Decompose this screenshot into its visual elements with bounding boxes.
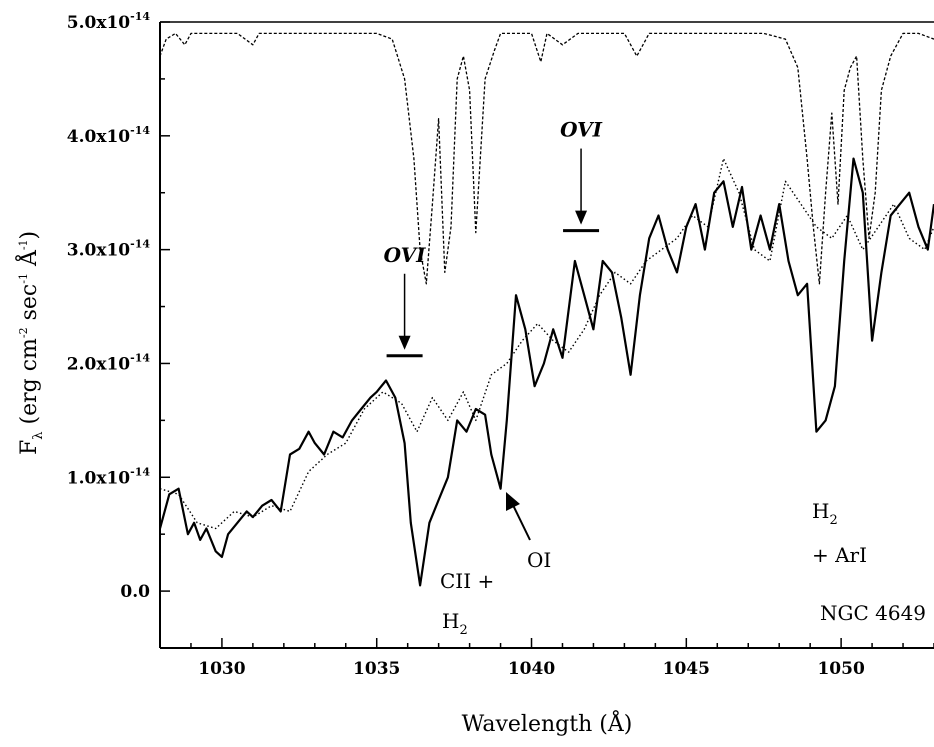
y-axis-title-close: ) (17, 231, 42, 240)
x-tick-label: 1035 (353, 659, 400, 679)
object-label: NGC 4649 (820, 601, 926, 625)
y-axis-title-units-b: sec (17, 284, 42, 328)
cii-label: CII + (440, 569, 494, 593)
series-line-solid (158, 157, 934, 587)
x-tick-label: 1030 (198, 659, 245, 679)
y-axis-title-f: F (17, 440, 42, 455)
y-tick-label: 3.0x10-14 (67, 238, 151, 261)
oi-arrow (511, 502, 531, 541)
h2-label-a: H2 (442, 609, 468, 638)
y-tick-label: 0.0 (120, 582, 150, 602)
y-axis-title-lambda: λ (31, 431, 46, 439)
y-tick-label: 5.0x10-14 (67, 10, 151, 33)
x-tick-label: 1050 (817, 659, 864, 679)
series-layer (158, 32, 934, 587)
x-tick-label: 1045 (663, 659, 710, 679)
y-axis-ticks: 0.0 1.0x10-14 2.0x10-14 3.0x10-14 4.0x10-14 5… (67, 10, 170, 602)
ovi-right-arrowhead (575, 210, 588, 225)
ovi-left-arrowhead (398, 335, 411, 350)
y-axis-title-sup3: -1 (17, 239, 30, 250)
y-axis-title-units-c: Å (14, 249, 42, 273)
y-axis-title-sup2: -1 (17, 273, 30, 284)
ovi-right-label: OVI (560, 118, 603, 142)
h2-label-b: H2 (812, 499, 838, 528)
x-axis-title: Wavelength (Å) (462, 709, 633, 737)
plot-frame (159, 21, 934, 649)
x-tick-label: 1040 (508, 659, 555, 679)
y-axis-title: Fλ (erg cm-2 sec-1 Å-1) (14, 231, 46, 455)
series-line-dashed (159, 32, 934, 285)
annotations: OVI OVI CII + H2 OI H2 + ArI NGC 4649 (384, 118, 926, 638)
x-axis-ticks: 1030 1035 1040 1045 1050 (159, 638, 934, 679)
ovi-left-label: OVI (384, 243, 427, 267)
y-tick-label: 2.0x10-14 (67, 351, 151, 374)
oi-arrowhead (506, 492, 520, 511)
y-axis-title-units-a: (erg cm (17, 338, 42, 432)
y-axis-title-sup1: -2 (17, 327, 30, 338)
oi-label: OI (527, 548, 551, 572)
series-line-dotted (159, 157, 934, 530)
y-tick-label: 1.0x10-14 (67, 465, 151, 488)
ari-label: + ArI (812, 543, 867, 567)
y-tick-label: 4.0x10-14 (67, 124, 151, 147)
